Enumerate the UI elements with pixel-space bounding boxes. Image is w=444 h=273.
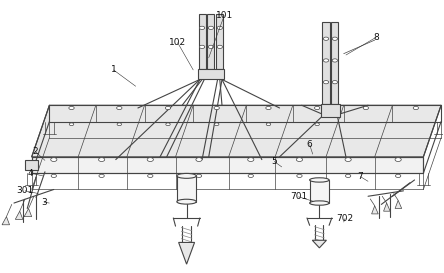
Circle shape [117,123,122,126]
Circle shape [208,45,214,49]
Polygon shape [15,211,23,219]
Circle shape [217,45,222,49]
Polygon shape [395,200,402,209]
Polygon shape [331,22,338,104]
Ellipse shape [177,173,196,178]
Text: 3: 3 [41,198,47,207]
Text: 702: 702 [337,214,353,223]
Polygon shape [309,180,329,203]
Circle shape [117,106,122,110]
Circle shape [51,174,56,177]
Polygon shape [207,14,214,69]
Circle shape [314,106,320,110]
Ellipse shape [309,178,329,182]
Circle shape [69,123,74,126]
Text: 301: 301 [16,186,34,195]
Circle shape [363,106,369,110]
Circle shape [165,106,170,110]
Circle shape [196,158,202,162]
Polygon shape [384,203,390,211]
Ellipse shape [177,199,196,204]
Text: 701: 701 [290,192,307,201]
Text: 102: 102 [169,38,186,47]
Circle shape [99,174,104,177]
Circle shape [413,106,419,110]
Circle shape [214,106,219,110]
Text: 2: 2 [32,147,38,156]
Polygon shape [312,240,326,248]
Circle shape [315,123,319,126]
Polygon shape [198,14,206,69]
Polygon shape [24,209,32,216]
Circle shape [217,26,222,29]
Text: 5: 5 [271,157,277,166]
Circle shape [332,81,337,84]
Polygon shape [198,69,224,79]
Circle shape [323,37,329,40]
Circle shape [99,158,105,162]
Text: 1: 1 [111,66,116,75]
Polygon shape [372,206,378,214]
Circle shape [345,174,351,177]
Circle shape [345,158,351,162]
Polygon shape [321,104,340,117]
Circle shape [69,106,74,110]
Circle shape [208,26,214,29]
Circle shape [147,158,153,162]
Polygon shape [178,242,194,264]
Circle shape [323,81,329,84]
Circle shape [266,123,271,126]
Text: 7: 7 [358,172,363,181]
Circle shape [297,174,302,177]
Polygon shape [216,14,223,69]
Polygon shape [32,157,424,173]
Ellipse shape [309,201,329,205]
Circle shape [196,174,202,177]
Circle shape [323,59,329,62]
Text: 4: 4 [28,169,34,178]
Polygon shape [177,176,196,202]
Text: 101: 101 [216,11,233,20]
Circle shape [248,158,254,162]
Circle shape [332,37,337,40]
Text: 8: 8 [373,33,379,42]
Circle shape [248,174,254,177]
Circle shape [199,45,205,49]
Polygon shape [25,160,38,170]
Circle shape [199,26,205,29]
Circle shape [148,174,153,177]
Circle shape [332,59,337,62]
Circle shape [51,158,57,162]
Circle shape [214,123,219,126]
Circle shape [266,106,271,110]
Text: 6: 6 [307,140,313,149]
Polygon shape [2,216,10,225]
Circle shape [396,174,401,177]
Polygon shape [32,105,441,157]
Circle shape [395,158,401,162]
Circle shape [296,158,302,162]
Polygon shape [322,22,329,104]
Circle shape [166,123,170,126]
